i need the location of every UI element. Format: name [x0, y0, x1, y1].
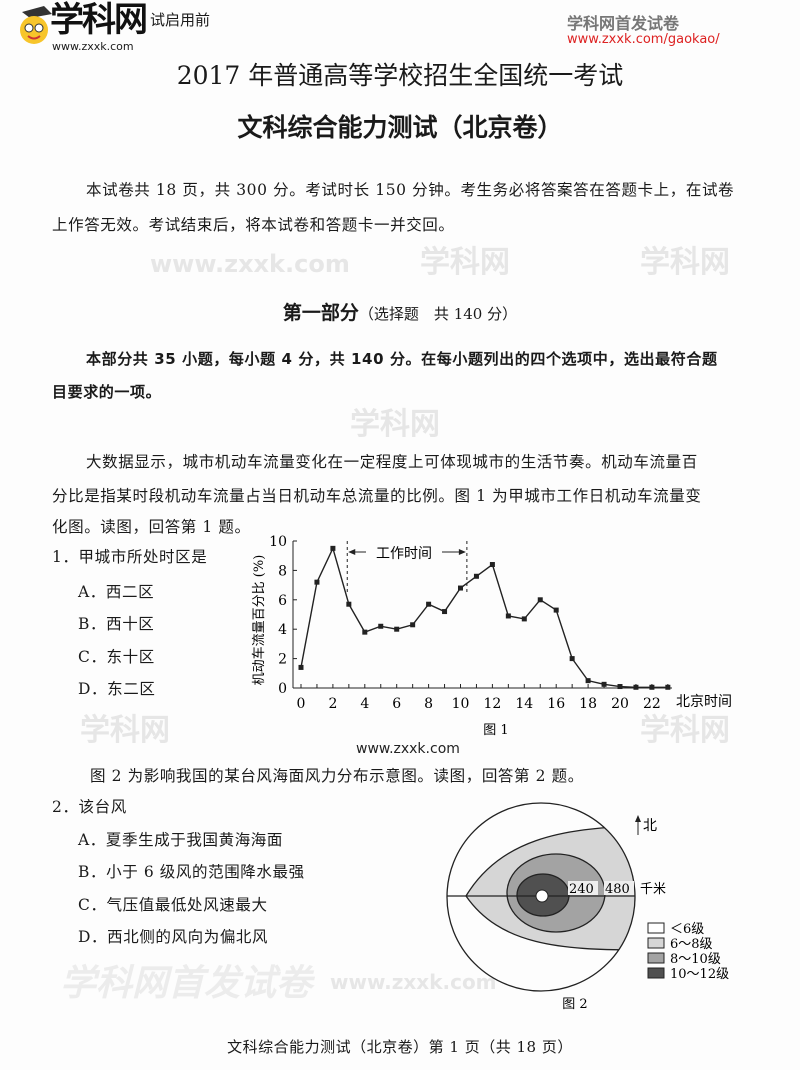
- data-point: [378, 623, 384, 629]
- data-point: [330, 545, 336, 551]
- data-point: [410, 622, 416, 628]
- figure2-caption: 图 2: [562, 997, 587, 1012]
- legend-swatch: [647, 967, 665, 979]
- watermark-url: www.zxxk.com: [356, 741, 460, 757]
- context2: 图 2 为影响我国的某台风海面风力分布示意图。读图，回答第 2 题。: [90, 767, 584, 785]
- part-intro-line: 本部分共 35 小题，每小题 4 分，共 140 分。在每小题列出的四个选项中，…: [86, 350, 718, 368]
- y-tick-label: 10: [269, 534, 287, 550]
- y-tick-label: 8: [278, 563, 287, 579]
- x-axis-label: 北京时间: [676, 694, 732, 710]
- x-tick-label: 12: [483, 696, 501, 712]
- y-tick-label: 0: [278, 681, 287, 697]
- q1-option-b: B．西十区: [78, 615, 155, 633]
- data-point: [362, 629, 368, 635]
- data-point: [489, 562, 495, 568]
- x-tick-label: 18: [579, 696, 597, 712]
- data-point: [426, 601, 432, 607]
- data-point: [537, 597, 543, 603]
- q2-option-d: D．西北侧的风向为偏北风: [78, 928, 269, 946]
- legend-label: 8～10级: [670, 952, 721, 967]
- typhoon-eye: [535, 889, 549, 903]
- context-line: 大数据显示，城市机动车流量变化在一定程度上可体现城市的生活节奏。机动车流量百: [86, 453, 698, 471]
- figure1-caption: 图 1: [483, 723, 508, 738]
- y-tick-label: 6: [278, 593, 287, 609]
- y-axis-label: 机动车流量百分比 (%): [251, 555, 267, 686]
- x-tick-label: 16: [547, 696, 565, 712]
- exam-title: 2017 年普通高等学校招生全国统一考试: [176, 61, 624, 90]
- part-heading: 第一部分（选择题 共 140 分）: [0, 298, 800, 325]
- scale-240: 240: [569, 882, 594, 897]
- q2-option-b: B．小于 6 级风的范围降水最强: [78, 863, 305, 881]
- scale-480: 480: [605, 882, 630, 897]
- logo-text: 学科网: [50, 0, 148, 40]
- q2-stem: 2．该台风: [52, 798, 127, 816]
- exam-subtitle: 文科综合能力测试（北京卷）: [237, 113, 563, 142]
- q2-option-c: C．气压值最低处风速最大: [78, 896, 268, 914]
- q2-option-a: A．夏季生成于我国黄海海面: [78, 831, 283, 849]
- arrowhead-right: [458, 549, 466, 555]
- data-point: [298, 664, 304, 670]
- header-right-title: 学科网首发试卷: [567, 14, 680, 33]
- data-point: [665, 684, 671, 690]
- data-point: [521, 616, 527, 622]
- context-line: 分比是指某时段机动车流量占当日机动车总流量的比例。图 1 为甲城市工作日机动车流…: [52, 487, 702, 505]
- x-tick-label: 8: [424, 696, 433, 712]
- data-point: [314, 579, 320, 585]
- x-tick-label: 14: [515, 696, 533, 712]
- x-tick-label: 2: [328, 696, 337, 712]
- data-point: [473, 573, 479, 579]
- legend-swatch: [647, 952, 665, 964]
- x-tick-label: 0: [297, 696, 306, 712]
- secret-label: 试启用前: [150, 11, 211, 29]
- x-tick-label: 20: [611, 696, 629, 712]
- data-point: [617, 684, 623, 690]
- x-tick-label: 6: [392, 696, 401, 712]
- mascot-icon: [20, 6, 52, 44]
- series-line: [300, 546, 668, 688]
- legend-label: ＜6级: [670, 922, 704, 937]
- context-line: 化图。读图，回答第 1 题。: [52, 518, 251, 536]
- scale-unit: 千米: [640, 882, 666, 897]
- data-point: [585, 678, 591, 684]
- data-point: [394, 626, 400, 632]
- data-point: [633, 684, 639, 690]
- legend-swatch: [647, 922, 665, 934]
- q1-option-d: D．东二区: [78, 680, 156, 698]
- legend-swatch: [647, 937, 665, 949]
- data-point: [458, 585, 463, 591]
- arrowhead-left: [348, 549, 356, 555]
- q1-stem: 1．甲城市所处时区是: [52, 548, 208, 566]
- logo-url: www.zxxk.com: [52, 40, 134, 53]
- part-note: （选择题 共 140 分）: [358, 305, 518, 323]
- north-label: 北: [643, 818, 657, 834]
- legend-label: 6～8级: [670, 937, 713, 952]
- y-tick-label: 2: [278, 652, 287, 668]
- x-tick-label: 4: [360, 696, 369, 712]
- data-point: [553, 607, 559, 613]
- page-footer: 文科综合能力测试（北京卷）第 1 页（共 18 页）: [227, 1038, 573, 1056]
- part-title: 第一部分: [282, 302, 359, 324]
- intro-line: 上作答无效。考试结束后，将本试卷和答题卡一并交回。: [52, 216, 455, 234]
- q1-option-a: A．西二区: [78, 583, 155, 601]
- legend-label: 10～12级: [670, 967, 729, 982]
- work-time-label: 工作时间: [376, 546, 432, 562]
- data-point: [505, 613, 511, 619]
- data-point: [442, 609, 448, 615]
- outer-circle: [446, 802, 636, 992]
- y-tick-label: 4: [278, 622, 287, 638]
- part-intro-line: 目要求的一项。: [52, 383, 162, 401]
- data-point: [346, 601, 352, 607]
- data-point: [649, 684, 655, 690]
- x-tick-label: 22: [643, 696, 661, 712]
- q1-option-c: C．东十区: [78, 648, 155, 666]
- data-point: [569, 656, 575, 662]
- header-right-url: www.zxxk.com/gaokao/: [567, 32, 720, 47]
- intro-line: 本试卷共 18 页，共 300 分。考试时长 150 分钟。考生务必将答案答在答…: [86, 181, 735, 199]
- x-tick-label: 10: [452, 696, 470, 712]
- data-point: [601, 681, 607, 687]
- logo: [14, 4, 54, 54]
